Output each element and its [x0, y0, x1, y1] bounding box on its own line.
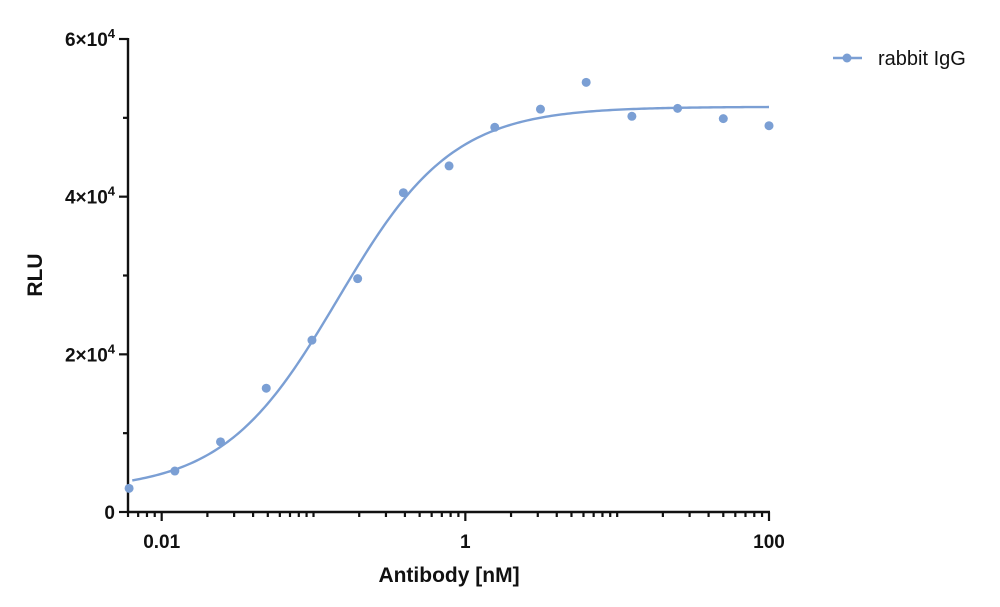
fit-curve-rabbit-igg	[132, 105, 770, 482]
plot-area	[124, 77, 774, 493]
data-point	[398, 188, 408, 198]
x-tick-label: 0.01	[143, 532, 180, 553]
data-point	[581, 77, 591, 87]
data-point	[718, 114, 728, 124]
y-tick-label: 6×104	[65, 26, 116, 51]
y-tick-label: 2×104	[65, 341, 116, 366]
x-axis-title: Antibody [nM]	[378, 564, 519, 587]
x-tick-label: 100	[753, 532, 785, 553]
data-point	[764, 121, 774, 131]
data-point	[673, 103, 683, 113]
legend-label-rabbit-igg: rabbit IgG	[878, 48, 966, 70]
legend-swatch-marker	[842, 53, 852, 63]
legend: rabbit IgG	[833, 48, 966, 70]
data-point	[490, 122, 500, 132]
data-point	[124, 483, 134, 493]
data-point	[627, 111, 637, 121]
x-axis-ticks: 0.01 1 100	[126, 512, 785, 553]
y-axis-title: RLU	[24, 253, 47, 296]
y-tick-label: 0	[104, 503, 115, 524]
data-point	[170, 466, 180, 476]
data-point	[353, 274, 363, 284]
data-point	[535, 104, 545, 114]
data-point	[261, 383, 271, 393]
data-point	[216, 437, 226, 447]
x-tick-label: 1	[460, 532, 471, 553]
data-point	[444, 161, 454, 171]
y-axis-ticks: 0 2×104 4×104 6×104	[65, 26, 128, 524]
y-tick-label: 4×104	[65, 184, 116, 209]
data-point	[307, 335, 317, 345]
